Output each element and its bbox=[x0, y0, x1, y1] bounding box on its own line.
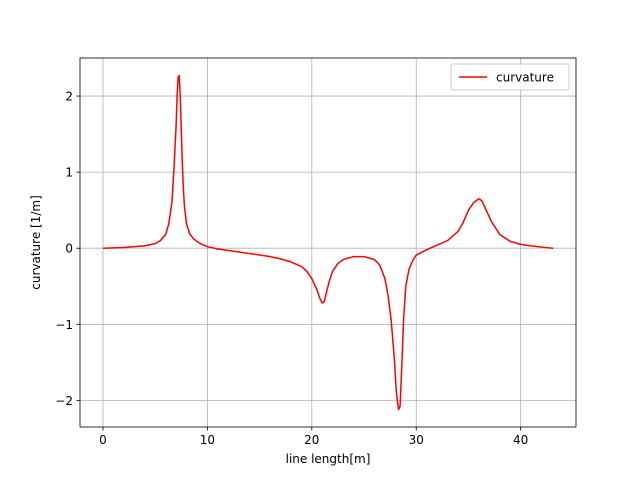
grid bbox=[80, 58, 576, 427]
legend: curvature bbox=[450, 63, 570, 91]
x-tick-label: 10 bbox=[200, 433, 215, 447]
y-tick-label: 0 bbox=[65, 242, 73, 256]
plot-frame bbox=[79, 57, 577, 428]
x-tick-label: 0 bbox=[99, 433, 107, 447]
y-axis-label: curvature [1/m] bbox=[29, 195, 43, 290]
ticks: 0 10 20 30 40 −2 −1 0 1 2 bbox=[55, 90, 528, 447]
x-tick-label: 30 bbox=[409, 433, 424, 447]
x-axis-label: line length[m] bbox=[286, 452, 371, 466]
y-tick-label: 1 bbox=[65, 166, 73, 180]
y-tick-label: −2 bbox=[55, 394, 73, 408]
y-tick-label: −1 bbox=[55, 318, 73, 332]
x-tick-label: 40 bbox=[513, 433, 528, 447]
legend-box bbox=[450, 63, 570, 91]
series-layer bbox=[102, 74, 554, 411]
x-tick-label: 20 bbox=[304, 433, 319, 447]
y-tick-label: 2 bbox=[65, 90, 73, 104]
series-line-curvature bbox=[102, 74, 554, 411]
legend-label: curvature bbox=[496, 71, 554, 85]
